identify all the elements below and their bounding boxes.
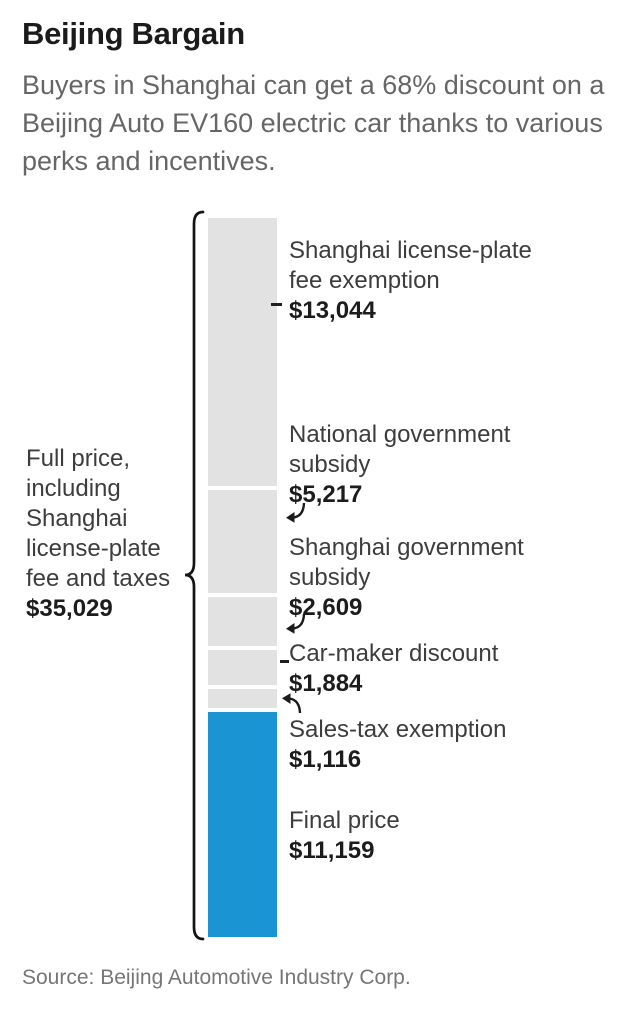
bar-segment-2 (208, 485, 277, 593)
segment-value: $5,217 (289, 481, 363, 508)
segment-name: Final price (289, 807, 400, 834)
curved-arrow-down-left-icon (286, 613, 306, 634)
segment-name: Shanghai government subsidy (289, 534, 524, 591)
segment-name: Sales-tax exemption (289, 716, 507, 743)
segment-label-group: Car-maker discount $1,884 (289, 639, 557, 699)
bar-segment-6 (208, 707, 277, 937)
bar-segment-3 (208, 592, 277, 647)
segment-value: $1,116 (289, 746, 362, 773)
segment-value: $1,884 (289, 670, 363, 697)
segment-name: Car-maker discount (289, 640, 499, 667)
segment-name: Shanghai license-plate fee exemption (289, 237, 532, 294)
segment-name: National government subsidy (289, 421, 511, 478)
segment-label-group: Sales-tax exemption $1,116 (289, 715, 557, 775)
full-price-label: Full price, including Shanghai license-p… (26, 445, 171, 592)
segment-tick-dash (271, 303, 282, 306)
source-note: Source: Beijing Automotive Industry Corp… (22, 966, 411, 989)
segment-label-group: Shanghai government subsidy $2,609 (289, 533, 557, 623)
segment-tick-dash (280, 660, 289, 663)
bar-segment-1 (208, 218, 277, 486)
chart-subtitle: Buyers in Shanghai can get a 68% discoun… (22, 70, 605, 176)
segment-label-group: National government subsidy $5,217 (289, 420, 557, 510)
segment-label-group: Final price $11,159 (289, 806, 557, 866)
curly-brace-icon (184, 210, 205, 941)
curved-arrow-down-left-icon (286, 502, 306, 523)
full-price-annotation: Full price, including Shanghai license-p… (26, 444, 192, 624)
segment-value: $2,609 (289, 594, 363, 621)
stacked-bar (208, 218, 277, 937)
page-title: Beijing Bargain (22, 16, 245, 51)
curved-arrow-up-left-icon (282, 693, 302, 714)
bar-segment-5 (208, 685, 277, 708)
bar-segment-4 (208, 646, 277, 686)
segment-value: $13,044 (289, 297, 376, 324)
segment-label-group: Shanghai license-plate fee exemption $13… (289, 236, 557, 326)
full-price-value: $35,029 (26, 595, 113, 622)
segment-value: $11,159 (289, 837, 375, 864)
